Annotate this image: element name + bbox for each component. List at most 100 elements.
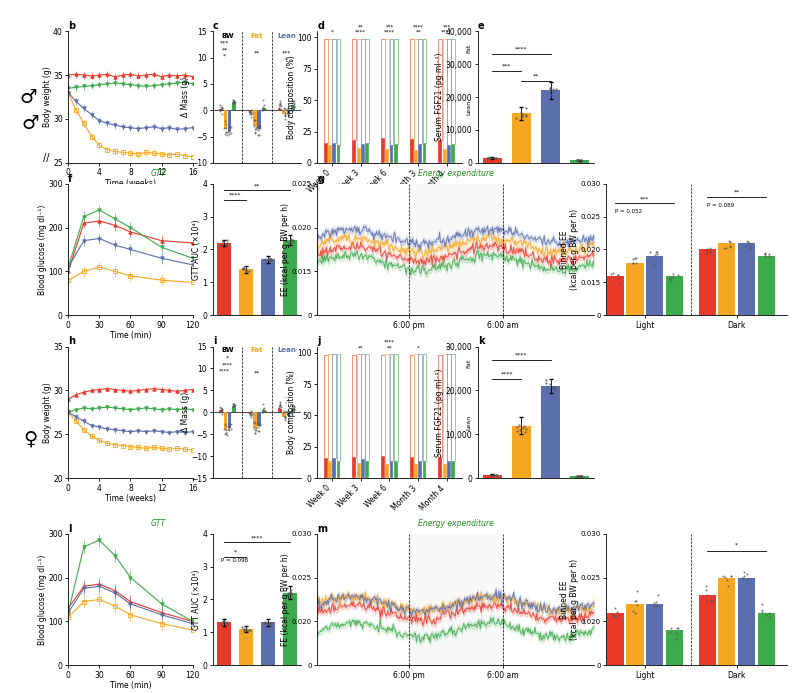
Point: [247, 121, 260, 132]
Point: [572, 471, 585, 482]
Bar: [606, 276, 623, 381]
Text: *: *: [445, 345, 448, 350]
Bar: [414, 464, 417, 478]
Y-axis label: Binned EE
(kcal per g BW per h): Binned EE (kcal per g BW per h): [559, 559, 578, 640]
Bar: [282, 110, 286, 114]
Point: [741, 237, 754, 248]
Point: [649, 597, 662, 608]
Bar: [541, 386, 559, 478]
Point: [626, 605, 638, 616]
Point: [284, 234, 297, 245]
Point: [286, 401, 298, 412]
Point: [278, 407, 291, 418]
Point: [738, 240, 751, 251]
Point: [281, 410, 294, 421]
Point: [665, 271, 678, 282]
Text: **: **: [253, 184, 260, 188]
Point: [248, 128, 261, 139]
Bar: [482, 158, 501, 163]
Point: [626, 258, 639, 269]
Point: [257, 403, 270, 414]
Point: [244, 108, 257, 119]
Point: [287, 100, 300, 112]
Point: [219, 127, 232, 138]
Text: e: e: [477, 21, 484, 31]
X-axis label: Time (min): Time (min): [110, 331, 151, 340]
Point: [491, 469, 504, 480]
Bar: [438, 356, 442, 457]
Point: [272, 102, 285, 113]
Point: [249, 418, 261, 429]
Point: [228, 95, 241, 106]
Bar: [232, 103, 236, 110]
Point: [539, 374, 552, 385]
Point: [279, 236, 292, 247]
Text: Lean: Lean: [277, 33, 295, 40]
Point: [228, 96, 241, 107]
Point: [278, 412, 291, 423]
Bar: [282, 412, 286, 416]
Point: [758, 248, 771, 259]
Bar: [422, 354, 426, 461]
Point: [699, 584, 711, 595]
Bar: [336, 39, 340, 146]
Text: *: *: [285, 58, 288, 63]
Point: [249, 427, 261, 438]
Point: [519, 109, 532, 121]
Point: [739, 574, 752, 586]
Point: [273, 100, 286, 111]
Text: *: *: [330, 30, 333, 35]
Point: [215, 109, 228, 120]
Bar: [438, 457, 442, 478]
Point: [226, 97, 239, 108]
Bar: [261, 622, 275, 665]
Point: [699, 580, 711, 591]
Point: [571, 471, 584, 482]
Point: [219, 617, 232, 629]
Point: [489, 152, 502, 164]
Point: [510, 426, 523, 437]
Text: P = 0.089: P = 0.089: [707, 202, 734, 208]
Bar: [356, 463, 360, 478]
Text: ****: ****: [515, 352, 527, 357]
Bar: [336, 146, 340, 163]
Text: P = 0.052: P = 0.052: [614, 209, 642, 214]
Point: [286, 98, 298, 109]
Point: [219, 424, 232, 435]
Point: [286, 105, 298, 116]
Bar: [512, 426, 530, 478]
Point: [263, 255, 276, 266]
Point: [755, 605, 768, 616]
Point: [282, 407, 294, 418]
Point: [570, 155, 583, 166]
Bar: [385, 149, 389, 163]
Point: [244, 112, 257, 123]
Point: [285, 588, 298, 599]
Point: [284, 588, 297, 599]
Bar: [323, 458, 327, 478]
Bar: [408, 184, 502, 315]
Bar: [646, 604, 662, 693]
Text: d: d: [317, 21, 324, 31]
Bar: [698, 595, 715, 693]
Point: [258, 617, 271, 629]
Point: [480, 152, 493, 164]
Point: [243, 408, 256, 419]
Bar: [756, 256, 774, 381]
Bar: [282, 593, 297, 665]
Point: [242, 624, 255, 635]
Point: [278, 110, 291, 121]
Text: *: *: [233, 550, 236, 555]
Point: [736, 573, 749, 584]
Point: [759, 609, 772, 620]
Y-axis label: Δ Mass (g): Δ Mass (g): [180, 77, 189, 117]
Point: [226, 402, 239, 413]
Text: //: //: [43, 153, 49, 163]
Point: [757, 250, 770, 261]
Point: [227, 96, 240, 107]
Point: [261, 619, 274, 630]
Point: [544, 89, 557, 100]
Point: [283, 411, 296, 422]
Point: [242, 265, 255, 277]
Bar: [626, 604, 643, 693]
